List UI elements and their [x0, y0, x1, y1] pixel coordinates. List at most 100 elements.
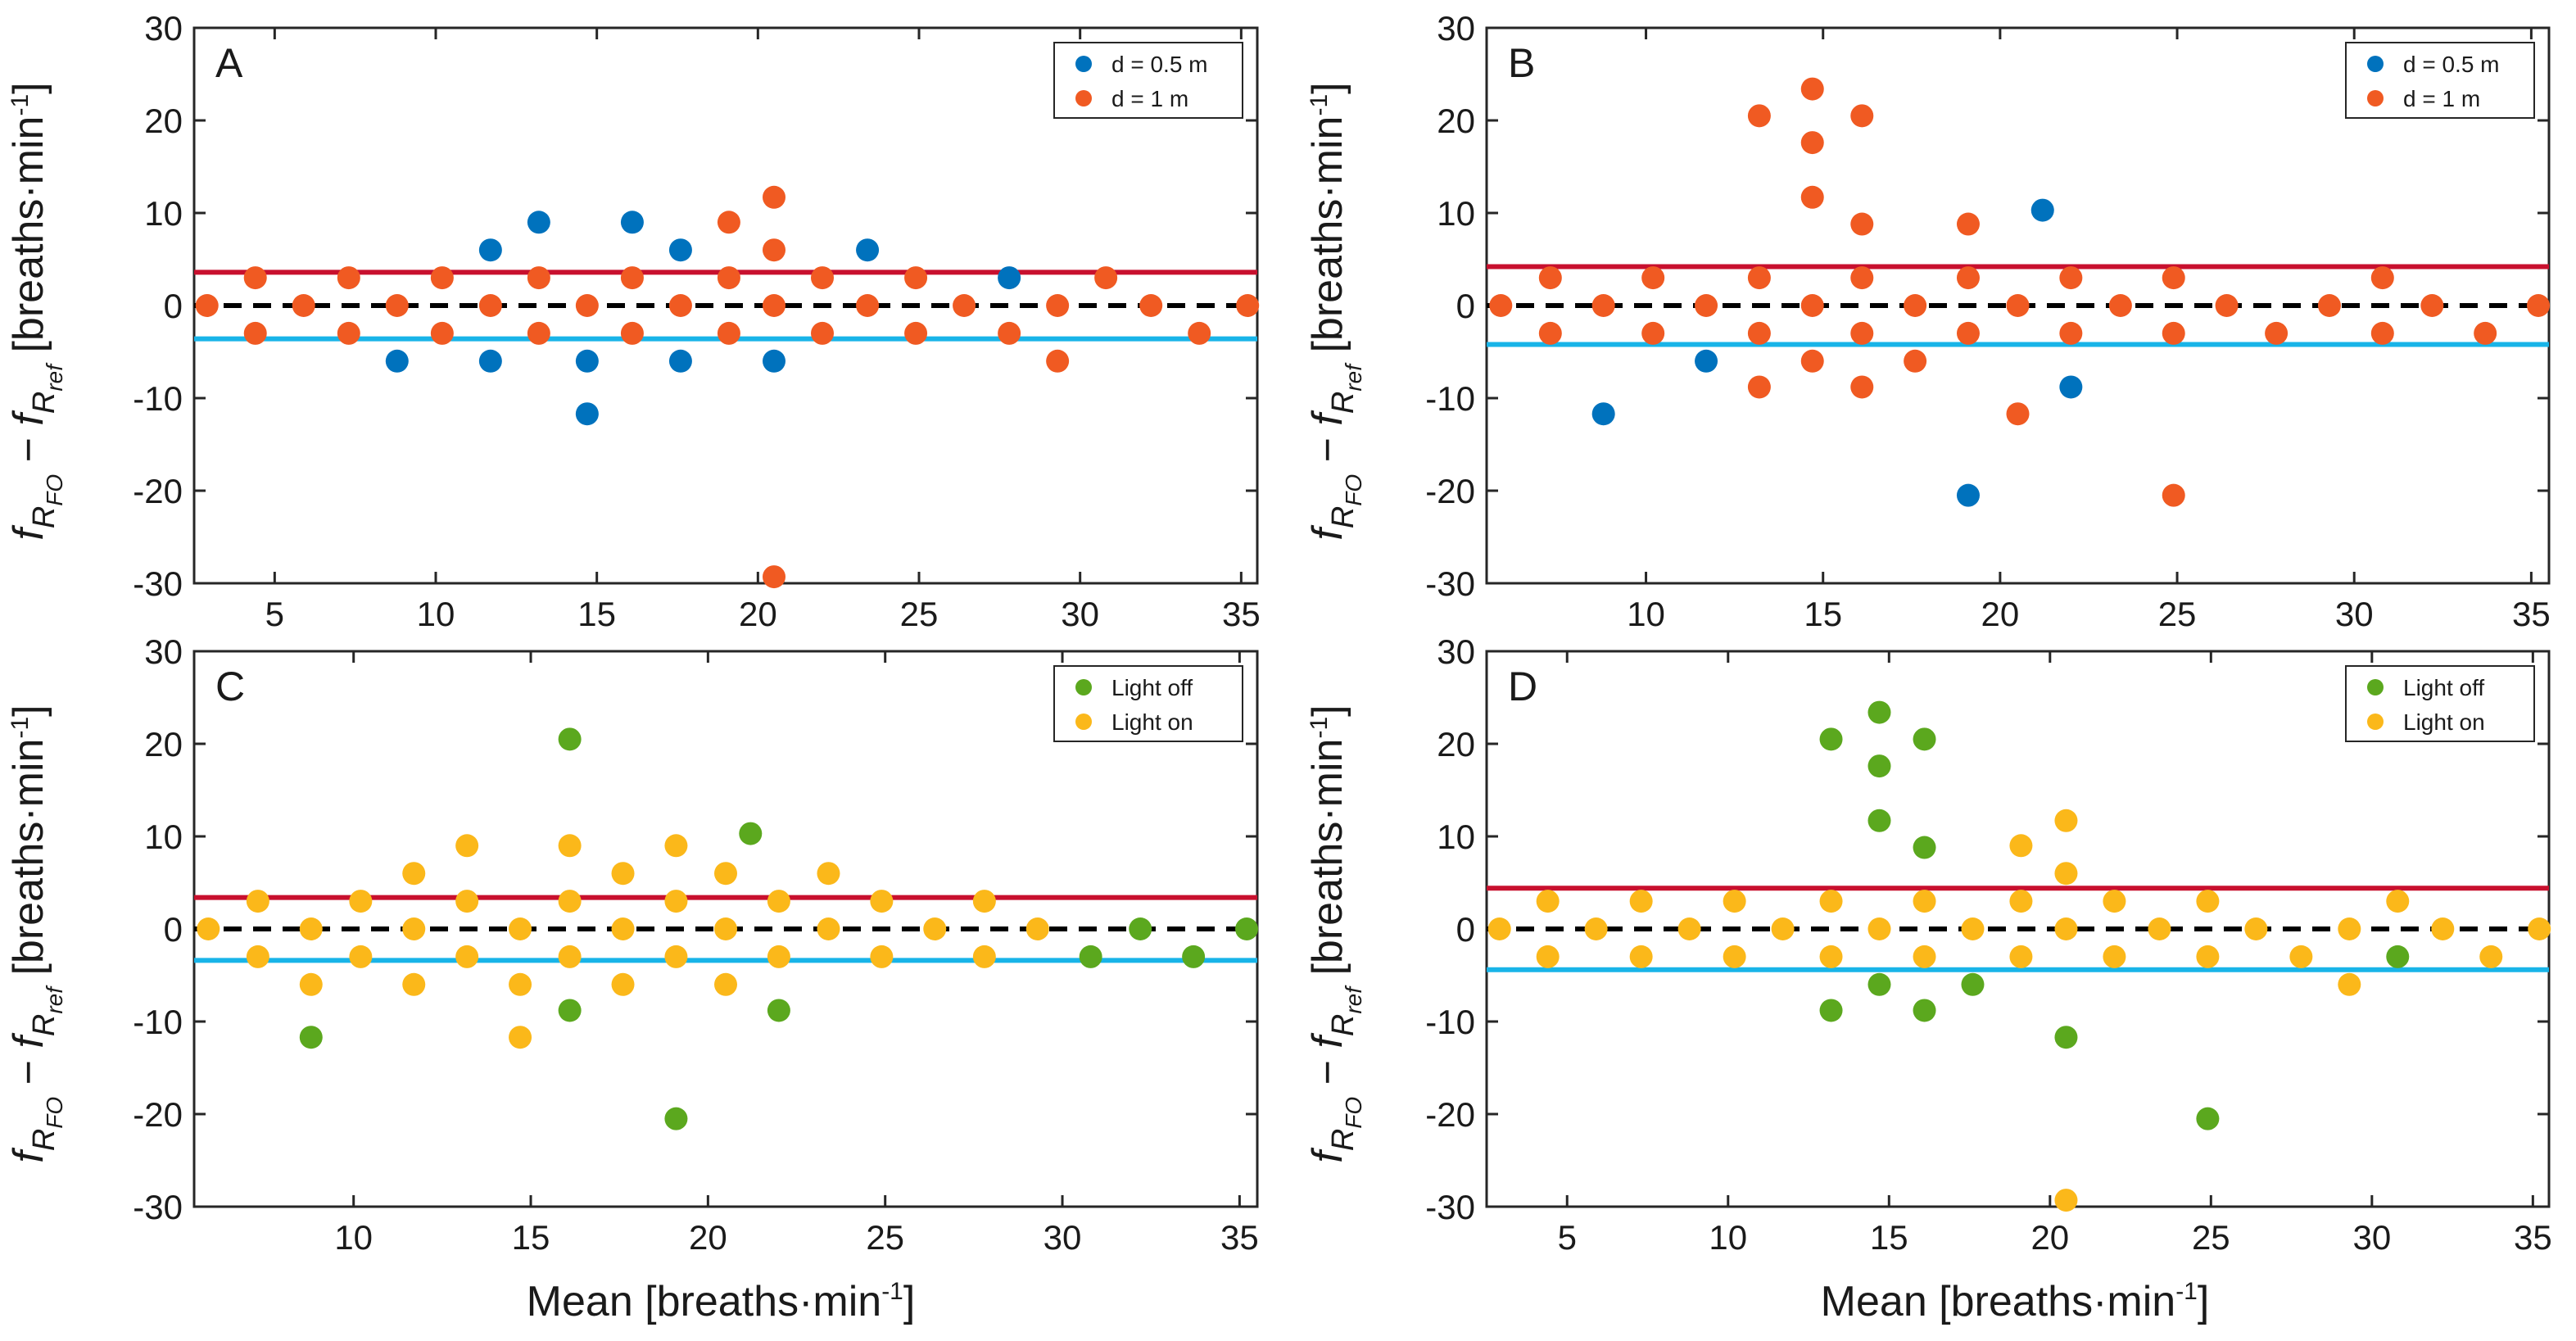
data-point — [1867, 700, 1891, 724]
data-point — [385, 294, 409, 317]
x-tick-label: 15 — [512, 1218, 550, 1257]
data-point — [2370, 266, 2394, 290]
x-axis-title-right: Mean [breaths·min-1] — [1821, 1278, 2210, 1325]
series-light_on — [197, 834, 1049, 1049]
data-point — [2196, 890, 2220, 913]
data-point — [299, 917, 323, 940]
x-tick-label: 20 — [689, 1218, 727, 1257]
data-point — [817, 862, 840, 886]
data-point — [2148, 917, 2171, 940]
data-point — [904, 321, 928, 345]
data-point — [668, 294, 692, 317]
y-tick-label: 20 — [144, 102, 183, 140]
y-tick-label: 20 — [1437, 725, 1475, 763]
data-point — [2420, 294, 2444, 317]
legend-label: Light off — [2403, 675, 2484, 700]
data-point — [243, 321, 267, 345]
data-point — [1723, 945, 1746, 968]
legend-label: d = 0.5 m — [2403, 52, 2500, 77]
data-point — [1961, 972, 1985, 996]
legend-marker — [1075, 714, 1092, 730]
x-tick-label: 25 — [2158, 595, 2197, 633]
data-point — [1956, 321, 1980, 345]
svg-text:fRFO − fRref [breaths·min-1]: fRFO − fRref [breaths·min-1] — [5, 704, 67, 1162]
data-point — [2054, 809, 2078, 832]
x-tick-label: 20 — [1981, 595, 2020, 633]
y-tick-label: 20 — [144, 725, 183, 763]
data-point — [2289, 945, 2313, 968]
data-point — [1536, 945, 1560, 968]
data-point — [664, 945, 688, 968]
data-point — [337, 266, 360, 290]
legend-marker — [1075, 679, 1092, 695]
data-point — [620, 266, 644, 290]
data-point — [2009, 890, 2033, 913]
y-tick-label: 0 — [164, 287, 183, 325]
data-point — [2196, 1107, 2220, 1130]
data-point — [1236, 294, 1260, 317]
x-tick-label: 30 — [1061, 595, 1099, 633]
data-point — [2479, 945, 2503, 968]
data-point — [1956, 483, 1980, 507]
x-tick-label: 5 — [265, 595, 284, 633]
data-point — [2338, 917, 2361, 940]
data-point — [1913, 945, 1936, 968]
data-point — [1800, 349, 1824, 373]
data-point — [2103, 945, 2126, 968]
x-tick-label: 30 — [2335, 595, 2374, 633]
data-point — [1182, 945, 1206, 968]
x-tick-label: 35 — [1222, 595, 1261, 633]
data-point — [1235, 917, 1259, 940]
y-tick-label: 10 — [144, 818, 183, 856]
series-light_off — [299, 727, 1259, 1130]
data-point — [2054, 862, 2078, 886]
data-point — [509, 917, 532, 940]
data-point — [1913, 836, 1936, 859]
x-tick-label: 15 — [1870, 1218, 1908, 1257]
legend: d = 0.5 m d = 1 m — [2345, 42, 2535, 119]
data-point — [1850, 266, 1874, 290]
data-point — [2030, 198, 2054, 222]
y-tick-label: -20 — [133, 472, 183, 510]
data-point — [904, 266, 928, 290]
x-tick-label: 35 — [2514, 1218, 2552, 1257]
data-point — [1850, 104, 1874, 128]
y-tick-label: 30 — [144, 9, 183, 48]
data-point — [2059, 375, 2083, 399]
data-point — [2370, 321, 2394, 345]
data-point — [2162, 483, 2185, 507]
data-point — [2338, 972, 2361, 996]
y-axis-title-left-top: fRFO − fRref [breaths·min-1] — [5, 82, 67, 540]
data-point — [349, 890, 373, 913]
data-point — [811, 321, 834, 345]
y-tick-label: -10 — [1425, 379, 1475, 418]
data-point — [575, 402, 599, 426]
legend-marker — [1075, 56, 1092, 72]
data-point — [1723, 890, 1746, 913]
svg-text:fRFO − fRref [breaths·min-1]: fRFO − fRref [breaths·min-1] — [1304, 82, 1366, 540]
data-point — [2527, 294, 2551, 317]
x-tick-label: 10 — [1627, 595, 1665, 633]
data-point — [717, 321, 740, 345]
data-point — [430, 321, 454, 345]
data-point — [668, 238, 692, 262]
data-point — [817, 917, 840, 940]
data-point — [2059, 321, 2083, 345]
data-point — [1850, 212, 1874, 236]
x-tick-label: 5 — [1558, 1218, 1577, 1257]
data-point — [1677, 917, 1701, 940]
data-point — [870, 945, 894, 968]
data-point — [767, 999, 790, 1022]
data-point — [1487, 917, 1511, 940]
y-tick-label: -20 — [133, 1095, 183, 1134]
data-point — [2265, 321, 2289, 345]
x-tick-label: 20 — [739, 595, 777, 633]
data-point — [1046, 294, 1070, 317]
data-point — [998, 321, 1021, 345]
series-d1 — [1489, 77, 2551, 507]
data-point — [1139, 294, 1163, 317]
y-tick-label: 30 — [1437, 632, 1475, 671]
y-tick-label: -20 — [1425, 1095, 1475, 1134]
data-point — [2386, 945, 2410, 968]
legend-marker — [1075, 90, 1092, 106]
